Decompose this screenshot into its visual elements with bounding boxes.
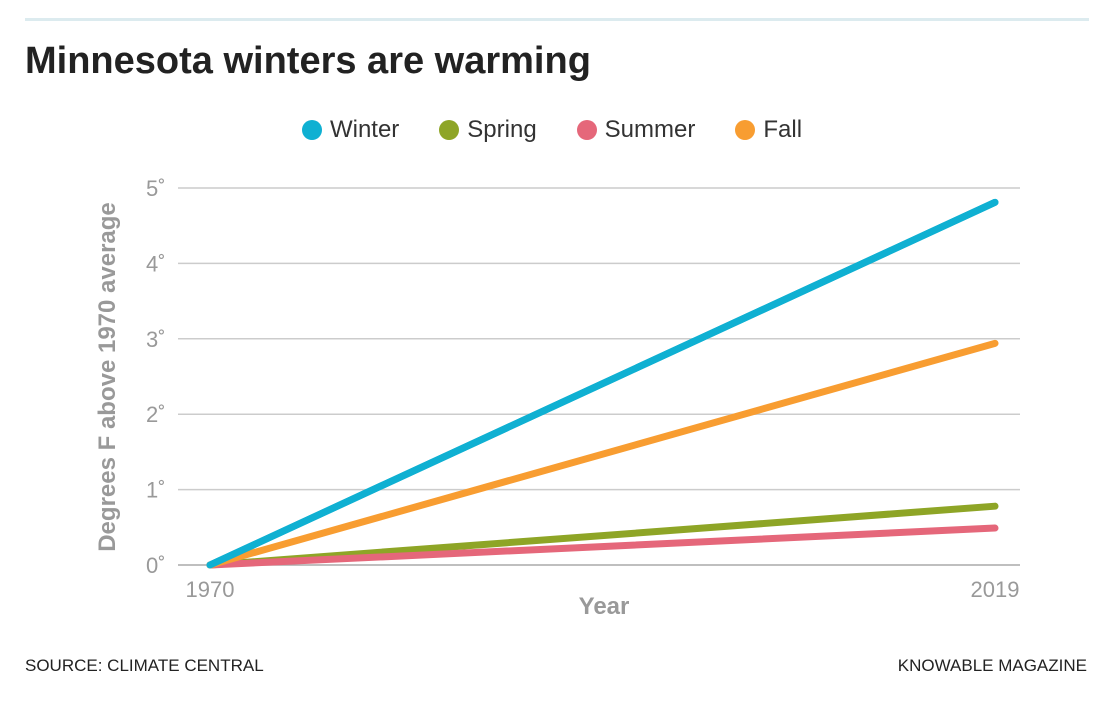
legend-label: Winter (329, 116, 400, 143)
series-line-summer (206, 524, 999, 569)
x-tick-label: 1970 (186, 577, 235, 602)
legend-item-winter: Winter (301, 116, 400, 144)
chart-title: Minnesota winters are warming (25, 40, 591, 82)
y-tick-label: 4˚ (146, 251, 166, 276)
series-line-fall (206, 339, 999, 569)
x-axis-label: Year (578, 593, 630, 620)
legend-swatch (576, 120, 597, 140)
top-rule (25, 18, 1089, 21)
legend-label: Fall (763, 116, 803, 143)
series-line-winter-top (206, 198, 999, 569)
y-tick-label: 5˚ (146, 176, 166, 201)
x-tick-label: 2019 (971, 577, 1020, 602)
legend-item-summer: Summer (576, 116, 696, 144)
legend-label: Summer (604, 116, 696, 143)
publisher-credit: KNOWABLE MAGAZINE (897, 656, 1087, 675)
y-tick-label: 0˚ (146, 553, 166, 578)
source-note: SOURCE: CLIMATE CENTRAL (25, 656, 264, 675)
series-line-spring (206, 502, 999, 569)
legend-item-spring: Spring (439, 116, 537, 144)
y-tick-label: 3˚ (146, 327, 166, 352)
legend-label: Spring (467, 116, 537, 143)
legend: Winter Spring Summer Fall (0, 116, 1104, 144)
y-tick-label: 2˚ (146, 402, 166, 427)
legend-item-fall: Fall (735, 116, 802, 144)
legend-swatch (735, 120, 756, 140)
y-axis-label: Degrees F above 1970 average (94, 202, 121, 552)
legend-swatch (301, 120, 322, 140)
legend-swatch (439, 120, 460, 140)
y-tick-label: 1˚ (146, 478, 166, 503)
